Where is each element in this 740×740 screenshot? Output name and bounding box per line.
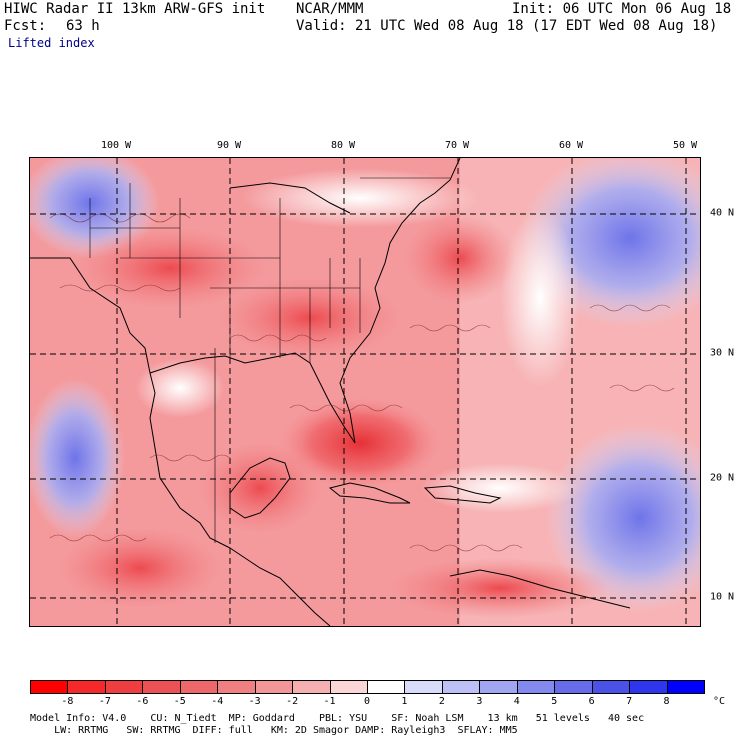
lon-label: 90 W	[216, 140, 242, 151]
unstable-region-south-caribbean	[390, 558, 610, 618]
colorbar-tick-label: -1	[323, 696, 336, 707]
stable-region-east	[545, 423, 700, 613]
colorbar-segment	[329, 680, 368, 694]
colorbar-tick-label: 0	[363, 696, 371, 707]
colorbar-tick-label: -8	[61, 696, 74, 707]
colorbar-segment	[142, 680, 181, 694]
lat-label: 10 N	[710, 591, 735, 603]
colorbar-tick-label: 7	[626, 696, 633, 707]
colorbar-segment	[104, 680, 144, 694]
model-title: HIWC Radar II 13km ARW-GFS init	[4, 1, 266, 17]
forecast-hour: 63 h	[66, 18, 100, 34]
unstable-region-plains	[75, 228, 265, 308]
unstable-region-florida	[280, 398, 440, 488]
lat-label: 30 N	[710, 347, 735, 359]
unstable-region-pacific	[60, 528, 220, 608]
colorbar-tick-label: 4	[513, 696, 520, 707]
forecast-label: Fcst:	[4, 18, 47, 34]
coastlines	[30, 158, 631, 626]
lat-label: 40 N	[710, 207, 735, 219]
lat-label: 20 N	[710, 472, 735, 484]
neutral-region-north	[240, 168, 480, 228]
unstable-region-yucatan	[200, 443, 320, 533]
colorbar-segment	[516, 680, 556, 694]
lon-label: 100 W	[100, 140, 132, 151]
colorbar-segment	[441, 680, 481, 694]
colorbar-segment	[367, 680, 406, 694]
colorbar-segment	[666, 680, 705, 694]
neutral-region-atlantic	[500, 208, 580, 388]
model-info-line2: LW: RRTMG SW: RRTMG DIFF: full KM: 2D Sm…	[30, 725, 518, 736]
colorbar-tick-label: 8	[663, 696, 670, 707]
map-canvas	[30, 158, 700, 626]
colorbar-tick-label: 6	[588, 696, 595, 707]
colorbar-tick-label: 3	[476, 696, 483, 707]
field-name: Lifted index	[8, 36, 95, 50]
colorbar-segment	[30, 680, 69, 694]
contour-lines	[49, 213, 675, 552]
colorbar-segment	[67, 680, 106, 694]
colorbar-tick-label: -6	[136, 696, 149, 707]
valid-time: Valid: 21 UTC Wed 08 Aug 18 (17 EDT Wed …	[296, 18, 718, 34]
neutral-region-texas	[135, 358, 225, 418]
colorbar-segment	[479, 680, 518, 694]
unstable-region-offshore	[405, 213, 515, 303]
stable-region-west	[30, 378, 125, 538]
colorbar-tick-label: 2	[438, 696, 445, 707]
colorbar-tick-label: -7	[98, 696, 111, 707]
init-time: Init: 06 UTC Mon 06 Aug 18	[512, 1, 732, 17]
model-info-line1: Model Info: V4.0 CU: N_Tiedt MP: Goddard…	[30, 713, 645, 724]
source-label: NCAR/MMM	[296, 1, 364, 17]
lat-lon-grid	[30, 158, 700, 626]
colorbar-tick-label: -5	[173, 696, 186, 707]
colorbar-segment	[179, 680, 219, 694]
lon-label: 60 W	[558, 140, 584, 151]
colorbar-tick-label: -2	[286, 696, 299, 707]
colorbar-segment	[554, 680, 593, 694]
lon-label: 70 W	[444, 140, 470, 151]
colorbar-unit: °C	[713, 696, 726, 707]
colorbar-segment	[629, 680, 668, 694]
neutral-region-caribbean	[420, 463, 580, 513]
lifted-index-map	[29, 157, 701, 627]
colorbar-segment	[217, 680, 256, 694]
colorbar-segment	[591, 680, 631, 694]
lon-label: 50 W	[672, 140, 698, 151]
colorbar-segment	[254, 680, 294, 694]
colorbar-tick-label: 5	[551, 696, 558, 707]
colorbar-segment	[404, 680, 443, 694]
colorbar-tick-label: 1	[401, 696, 408, 707]
colorbar-tick-label: -4	[211, 696, 224, 707]
lon-label: 80 W	[330, 140, 356, 151]
colorbar-tick-label: -3	[248, 696, 261, 707]
colorbar-segment	[292, 680, 331, 694]
